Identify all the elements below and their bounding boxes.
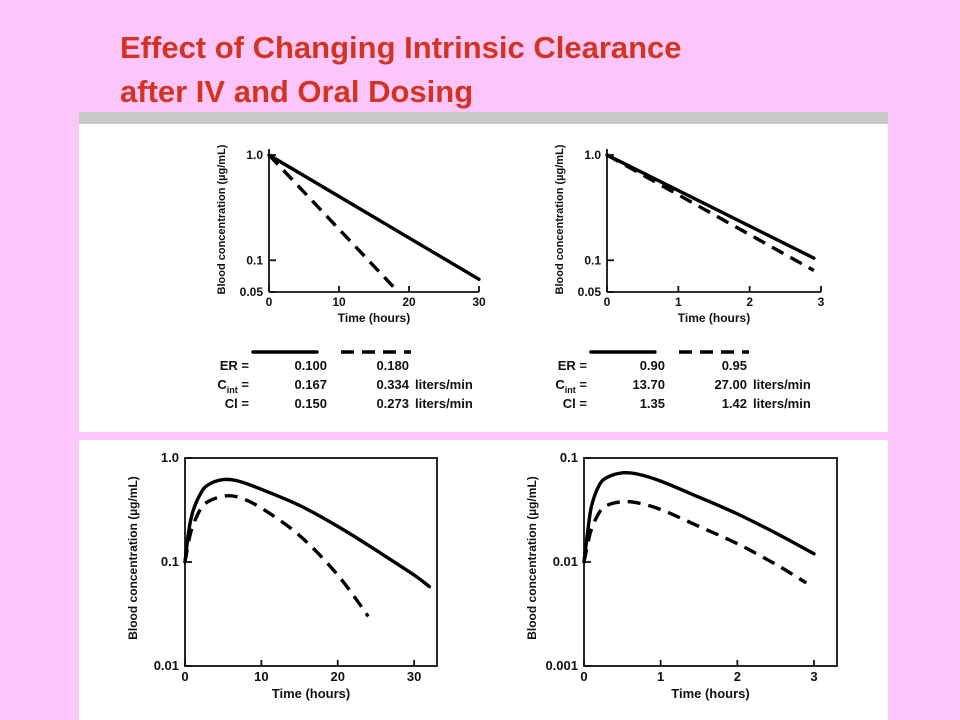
param-unit: liters/min	[415, 377, 473, 392]
x-axis-label: Time (hours)	[678, 311, 750, 325]
y-axis-label: Blood concentration (µg/mL)	[216, 144, 228, 294]
param-unit: liters/min	[753, 396, 811, 411]
param-label: Cl =	[225, 396, 250, 411]
x-tick-label: 30	[472, 295, 486, 309]
y-tick-label: 1.0	[246, 148, 263, 162]
x-axis-label: Time (hours)	[338, 311, 410, 325]
x-tick-label: 0	[266, 295, 273, 309]
y-tick-label: 0.01	[553, 554, 578, 569]
series-dashed-line	[582, 499, 808, 585]
series-solid-line	[267, 153, 481, 281]
y-tick-label: 0.01	[154, 658, 179, 673]
param-dashed-value: 0.180	[376, 358, 409, 373]
y-tick-label: 0.1	[560, 450, 578, 465]
x-tick-label: 0	[181, 669, 188, 684]
plot-frame	[184, 457, 438, 667]
param-solid-value: 0.150	[294, 396, 327, 411]
param-solid-value: 1.35	[640, 396, 665, 411]
y-tick-label: 0.1	[246, 253, 263, 267]
y-axis-label: Blood concentration (µg/mL)	[554, 144, 566, 294]
param-label: ER =	[558, 358, 588, 373]
oral-dosing-figure-panel: 0 10 20 30 1.0 0.1 0.01 Time (hours) Blood conce…	[79, 440, 888, 720]
chart-4: 0 1 2 3 0.1 0.01 0.001 Time (hours) Blood concen…	[525, 450, 838, 701]
series-dashed-line	[183, 493, 370, 618]
param-dashed-value: 1.42	[722, 396, 747, 411]
slide-title: Effect of Changing Intrinsic Clearance a…	[120, 26, 682, 114]
series-solid-line	[605, 153, 816, 260]
y-tick-label: 0.05	[578, 285, 602, 299]
x-tick-label: 3	[818, 295, 825, 309]
iv-dosing-figure-panel: 0 10 20 30 1.0 0.1 0.05 Time (hours) Blood conce…	[79, 112, 888, 432]
series-dashed-line	[606, 153, 815, 272]
x-tick-label: 3	[810, 669, 817, 684]
chart-2: 0 1 2 3 1.0 0.1 0.05 Time (hours) Blood concentr…	[554, 144, 825, 411]
param-dashed-value: 27.00	[714, 377, 747, 392]
y-tick-label: 1.0	[161, 450, 179, 465]
panel-top-rule	[79, 112, 888, 124]
param-solid-value: 0.90	[640, 358, 665, 373]
chart-3: 0 10 20 30 1.0 0.1 0.01 Time (hours) Blood conce…	[126, 450, 438, 701]
param-label: ER =	[220, 358, 250, 373]
plot-frame	[583, 457, 838, 667]
chart-1: 0 10 20 30 1.0 0.1 0.05 Time (hours) Blood conce…	[216, 144, 486, 411]
x-tick-label: 0	[580, 669, 587, 684]
y-axis-label: Blood concentration (µg/mL)	[126, 476, 140, 640]
y-axis-label: Blood concentration (µg/mL)	[525, 476, 539, 640]
x-tick-label: 20	[402, 295, 416, 309]
param-unit: liters/min	[415, 396, 473, 411]
x-tick-label: 2	[734, 669, 741, 684]
y-tick-label: 0.001	[545, 658, 578, 673]
param-solid-value: 0.167	[294, 377, 327, 392]
series-solid-line	[183, 477, 432, 589]
parameter-table: ER = 0.100 0.180 Cint = 0.167 0.334 liters/min…	[217, 350, 473, 411]
x-tick-label: 0	[604, 295, 611, 309]
x-tick-label: 30	[407, 669, 421, 684]
y-tick-label: 0.05	[240, 285, 264, 299]
y-tick-label: 1.0	[584, 148, 601, 162]
param-dashed-value: 0.95	[722, 358, 747, 373]
slide-title-line-1: Effect of Changing Intrinsic Clearance	[120, 30, 682, 65]
param-dashed-value: 0.334	[376, 377, 409, 392]
slide-title-line-2: after IV and Oral Dosing	[120, 74, 474, 109]
param-solid-value: 0.100	[294, 358, 327, 373]
parameter-table: ER = 0.90 0.95 Cint = 13.70 27.00 liters/min Cl…	[555, 350, 811, 411]
x-tick-label: 2	[746, 295, 753, 309]
param-label: Cl =	[563, 396, 588, 411]
x-tick-label: 20	[330, 669, 344, 684]
param-label: Cint =	[555, 377, 587, 395]
x-axis-label: Time (hours)	[671, 686, 750, 701]
series-solid-line	[582, 470, 816, 564]
x-tick-label: 10	[332, 295, 346, 309]
x-tick-label: 10	[254, 669, 268, 684]
x-tick-label: 1	[675, 295, 682, 309]
x-axis-label: Time (hours)	[272, 686, 351, 701]
param-dashed-value: 0.273	[376, 396, 409, 411]
param-unit: liters/min	[753, 377, 811, 392]
param-solid-value: 13.70	[632, 377, 665, 392]
series-dashed-line	[267, 153, 397, 290]
x-tick-label: 1	[657, 669, 664, 684]
param-label: Cint =	[217, 377, 249, 395]
y-tick-label: 0.1	[161, 554, 179, 569]
y-tick-label: 0.1	[584, 253, 601, 267]
